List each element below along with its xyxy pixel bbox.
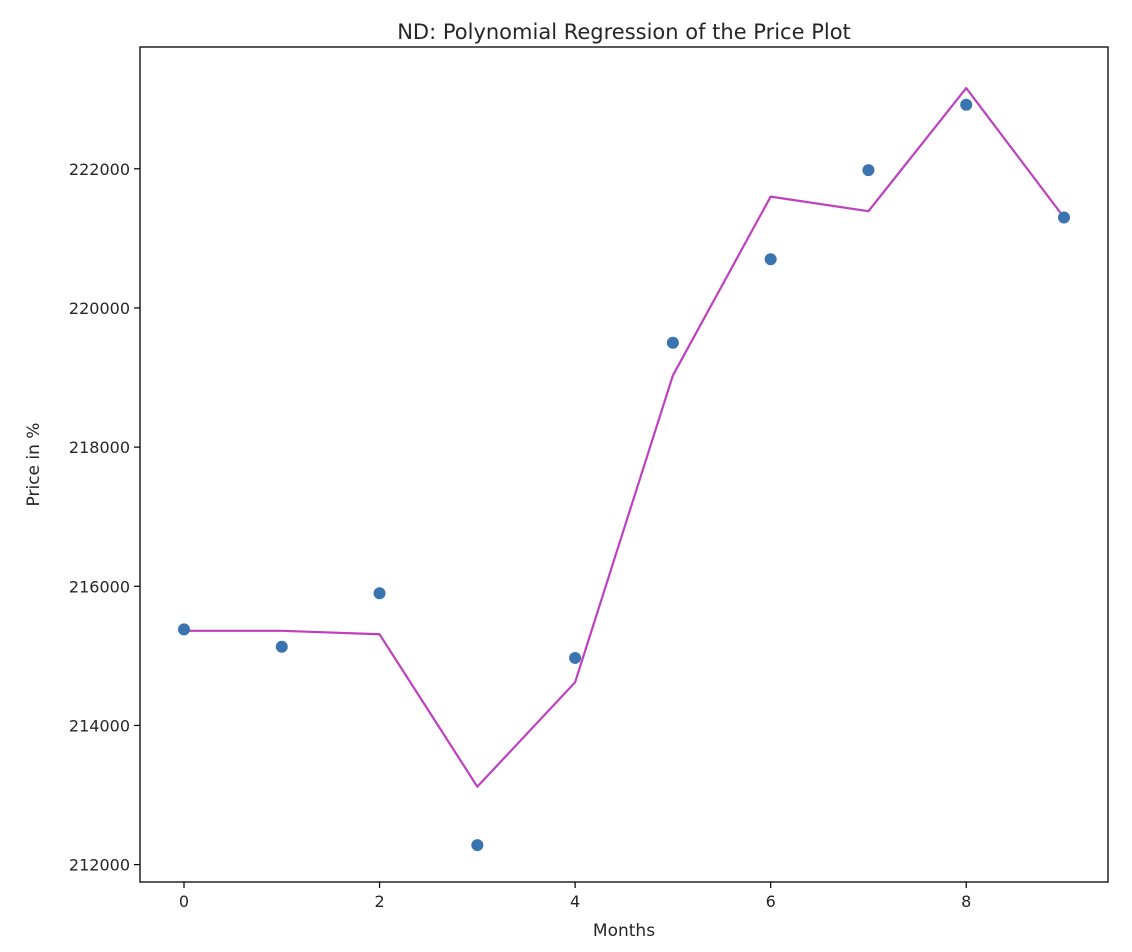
x-tick-label: 8 [961,892,971,911]
y-axis-ticks: 212000 214000 216000 218000 220000 222000 [69,160,140,875]
y-tick-label: 214000 [69,716,130,735]
y-tick-label: 212000 [69,856,130,875]
scatter-points-group [178,98,1070,852]
scatter-point [666,336,679,349]
scatter-point [862,164,875,177]
x-tick-label: 4 [570,892,580,911]
x-tick-label: 0 [179,892,189,911]
x-tick-label: 6 [766,892,776,911]
scatter-point [569,651,582,664]
scatter-point [764,253,777,266]
scatter-point [1058,211,1070,224]
x-axis-ticks: 0 2 4 6 8 [179,882,971,911]
y-tick-label: 218000 [69,438,130,457]
fit-line-group [184,86,1065,788]
chart-title: ND: Polynomial Regression of the Price P… [397,20,851,44]
regression-fit-line [184,86,1065,788]
y-tick-label: 216000 [69,577,130,596]
scatter-point [471,839,484,852]
scatter-point [178,623,190,636]
scatter-point [373,587,386,600]
y-tick-label: 222000 [69,160,130,179]
y-tick-label: 220000 [69,299,130,318]
y-axis-label: Price in % [24,423,44,507]
x-axis-label: Months [593,921,655,941]
scatter-point [960,98,973,111]
x-tick-label: 2 [374,892,384,911]
plot-frame [139,46,1109,883]
scatter-point [275,640,288,653]
